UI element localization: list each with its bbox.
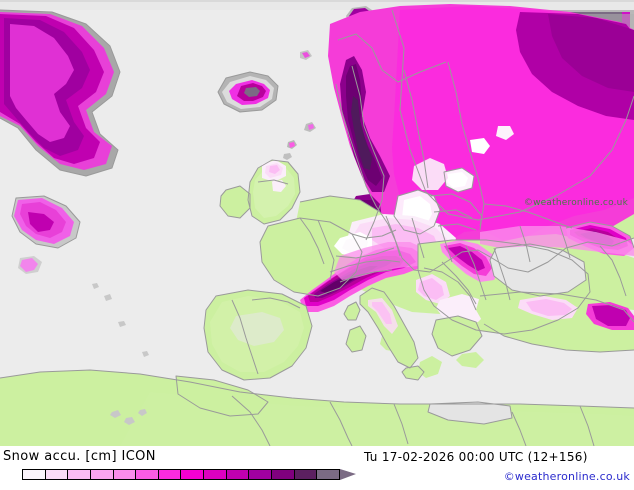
colorbar-segment-12 bbox=[294, 470, 318, 479]
colorbar-segment-9 bbox=[226, 470, 250, 479]
colorbar-segment-0 bbox=[23, 470, 46, 479]
colorbar[interactable]: 0.10.51251020406080100200300400500 bbox=[22, 469, 340, 490]
colorbar-overflow-arrow-icon bbox=[340, 469, 356, 480]
colorbar-segment-2 bbox=[68, 470, 91, 479]
colorbar-segment-7 bbox=[181, 470, 205, 479]
copyright-label: ©weatheronline.co.uk bbox=[503, 470, 630, 483]
map-graphic bbox=[0, 0, 634, 446]
valid-time-label: Tu 17-02-2026 00:00 UTC (12+156) bbox=[364, 450, 588, 464]
colorbar-segment-10 bbox=[249, 470, 273, 479]
weather-map-canvas[interactable]: ©weatheronline.co.uk bbox=[0, 0, 634, 446]
map-watermark: ©weatheronline.co.uk bbox=[523, 198, 628, 208]
map-footer: Snow accu. [cm] ICON Tu 17-02-2026 00:00… bbox=[0, 446, 634, 490]
colorbar-segment-5 bbox=[136, 470, 159, 479]
colorbar-segments[interactable] bbox=[22, 469, 340, 480]
colorbar-segment-4 bbox=[113, 470, 137, 479]
colorbar-segment-6 bbox=[158, 470, 182, 479]
colorbar-segment-3 bbox=[90, 470, 114, 479]
page-title: Snow accu. [cm] ICON bbox=[3, 449, 156, 464]
colorbar-segment-1 bbox=[45, 470, 69, 479]
colorbar-segment-13 bbox=[317, 470, 340, 479]
colorbar-segment-8 bbox=[204, 470, 227, 479]
colorbar-segment-11 bbox=[272, 470, 295, 479]
